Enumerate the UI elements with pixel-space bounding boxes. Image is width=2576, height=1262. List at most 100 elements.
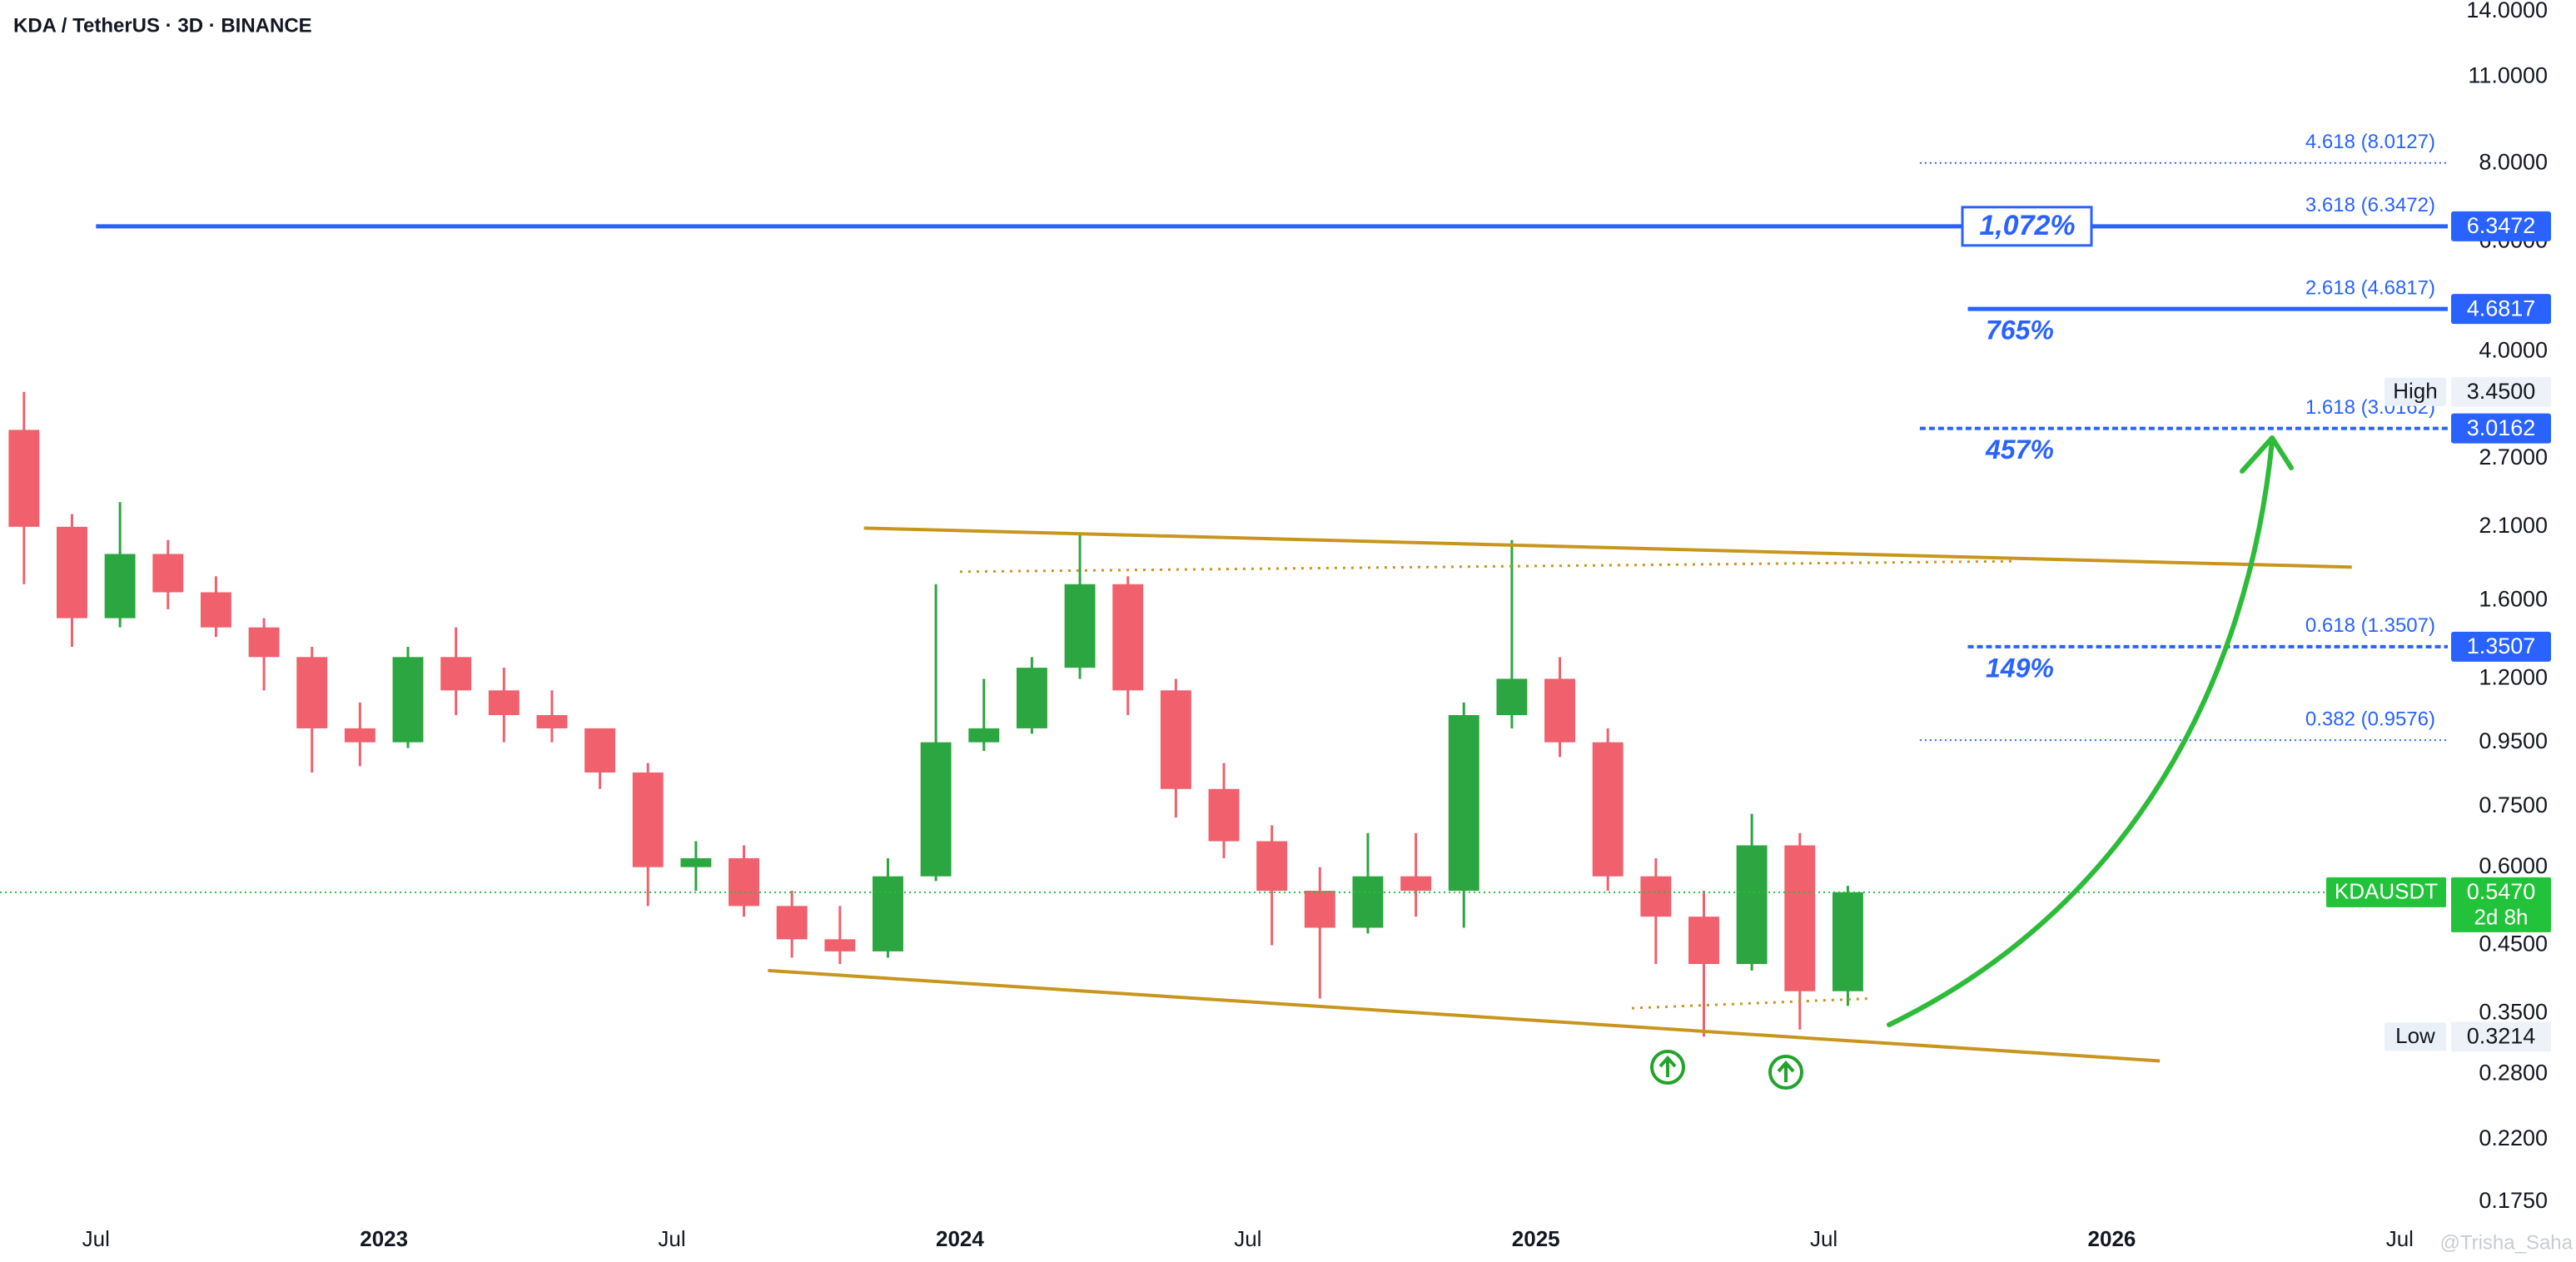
trendline [959,559,2017,574]
projection-arrow [1887,435,2294,1027]
fib-label: 2.618 (4.6817) [2305,277,2435,300]
candle-body [873,876,903,951]
y-tick-label: 1.2000 [2479,665,2548,690]
extreme-tag-box [2385,1022,2446,1051]
y-tick-label: 0.2800 [2479,1060,2548,1085]
candle-body [1160,690,1191,789]
candle-body [392,657,424,743]
gain-label: 765% [1986,316,2054,345]
marker-arrow [1658,1056,1677,1077]
candle-body [200,592,231,628]
candle-body [536,715,568,728]
candle-body [1112,584,1144,691]
candle-body [1592,742,1624,877]
extreme-value-box [2451,376,2551,407]
fib-label: 0.382 (0.9576) [2305,708,2435,730]
candle-body [1208,788,1240,842]
chart-title: KDA / TetherUS · 3D · BINANCE [13,14,312,37]
y-tick-label: 2.7000 [2479,445,2548,470]
fib-label: 3.618 (6.3472) [2305,194,2435,216]
extreme-value: 3.4500 [2467,379,2536,404]
candle-body [968,728,1000,743]
bounce-marker [1650,1050,1685,1085]
fib-axis-box [2451,413,2551,444]
candle-body [1784,845,1816,991]
extreme-value-box [2451,1021,2551,1052]
candle-body [248,627,280,658]
candle-body [57,526,87,619]
gain-box [1961,206,2093,247]
candle-body [1256,841,1288,892]
trendline [1631,996,1872,1010]
fib-axis-box [2451,631,2551,662]
candle-body [344,728,375,743]
x-tick-label: 2023 [360,1226,408,1251]
y-tick-label: 11.0000 [2468,63,2548,88]
candle-body [1640,876,1672,917]
y-tick-label: 0.4500 [2479,932,2548,956]
candle-body [488,690,520,716]
y-tick-label: 1.6000 [2479,587,2548,612]
countdown-label: 2d 8h [2474,905,2528,930]
candle-body [152,554,184,593]
candle-body [1544,678,1575,743]
y-tick-label: 0.6000 [2479,853,2548,878]
fib-label: 4.618 (8.0127) [2305,131,2435,153]
fib-axis-box [2451,294,2551,325]
candles [8,391,1863,1037]
gain-label: 1,072% [1979,210,2075,241]
candle-body [1448,715,1479,892]
x-tick-label: 2026 [2088,1226,2136,1251]
y-tick-label: 2.1000 [2479,513,2548,538]
fib-axis-label: 1.3507 [2467,633,2536,658]
fib-axis-box [2451,211,2551,241]
y-tick-label: 0.1750 [2479,1188,2548,1213]
candle-body [296,657,328,728]
x-tick-label: 2025 [1512,1226,1560,1251]
candle-body [440,657,472,691]
symbol-label: KDAUSDT [2335,879,2438,904]
y-tick-label: 4.0000 [2479,338,2548,363]
marker-arrow [1777,1061,1795,1082]
fib-axis-label: 3.0162 [2467,415,2536,440]
candle-body [8,430,40,527]
y-tick-label: 0.7500 [2479,792,2548,817]
x-tick-label: Jul [1234,1226,1261,1251]
drawings: 4.618 (8.0127) 3.618 (6.3472) 1,072% 2.618 … [0,131,2448,1063]
candle-body [680,857,712,867]
candle-body [632,772,664,867]
x-tick-label: Jul [1810,1226,1838,1251]
x-tick-label: 2024 [936,1226,984,1251]
last-price-box [2451,877,2551,932]
axes: 14.000011.00008.00006.00004.00002.70002.… [82,0,2574,1254]
candle-body [1016,668,1047,728]
gain-label: 457% [1985,435,2054,465]
candle-body [1064,584,1096,668]
candle-body [104,554,136,619]
trendline [768,968,2161,1063]
candle-body [1688,917,1719,965]
x-tick-label: Jul [2386,1226,2414,1251]
candle-body [1400,876,1432,892]
candle-body [1304,891,1335,928]
trendline [863,526,2352,569]
x-tick-label: Jul [82,1226,110,1251]
candle-body [776,906,808,940]
candle-body [1832,892,1863,991]
arrow-curve [1887,439,2275,1027]
y-tick-label: 8.0000 [2479,149,2548,174]
symbol-box [2326,877,2446,907]
candle-body [824,939,856,951]
watermark: @Trisha_Saha [2439,1231,2573,1254]
candle-body [584,728,616,773]
extreme-tag: High [2393,379,2437,404]
extreme-tag: Low [2395,1023,2435,1048]
fib-axis-label: 4.6817 [2467,296,2536,320]
extreme-tag-box [2385,377,2446,406]
y-tick-label: 0.2200 [2479,1125,2548,1150]
candle-body [1736,845,1768,965]
